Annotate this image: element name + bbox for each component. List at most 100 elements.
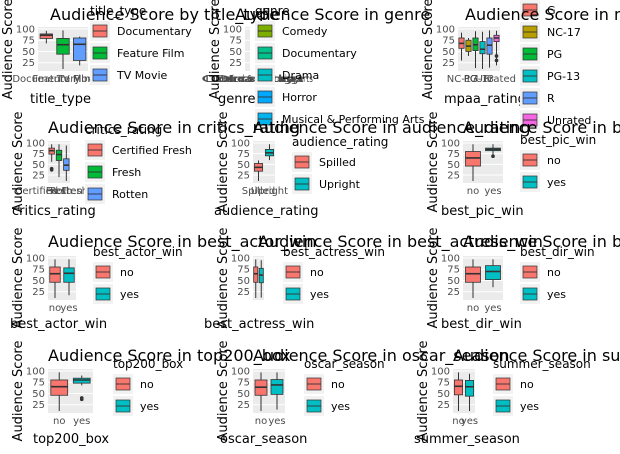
legend-label: yes [547, 288, 566, 301]
y-axis-title: Audience Score [11, 228, 26, 329]
outlier-point [491, 154, 495, 159]
legend-label: Documentary [282, 47, 357, 60]
y-tick-label: 25 [32, 400, 45, 411]
y-tick-label: 50 [442, 47, 455, 58]
legend-label: no [310, 266, 324, 279]
y-tick-label: 25 [229, 58, 242, 69]
outlier-point [79, 397, 84, 402]
legend-label: yes [140, 400, 159, 413]
legend: genre Comedy Documentary Drama Horror Musical… [255, 4, 425, 129]
box-no [453, 379, 464, 396]
y-tick-label: 75 [447, 149, 460, 160]
x-tick-label: TV Movie [56, 74, 103, 85]
box-no [253, 266, 259, 283]
y-tick-label: 75 [447, 265, 460, 276]
y-tick-label: 75 [32, 265, 45, 276]
legend-label: PG [547, 48, 562, 61]
legend-label: Spilled [319, 156, 356, 169]
y-tick-label: 100 [26, 139, 45, 150]
x-tick-label: Comedy [201, 74, 297, 85]
x-tick-label: PG [464, 74, 478, 85]
x-tick-label: Certified Fresh [15, 186, 88, 197]
x-tick-label: yes [484, 186, 501, 197]
legend-label: Horror [282, 91, 317, 104]
y-tick-label: 100 [26, 367, 45, 378]
legend-title: best_actor_win [93, 245, 183, 259]
x-tick-label: NC-17 [447, 74, 478, 85]
panel-background [245, 27, 250, 71]
panel-2: 255075100ComedyDocumentaryDramaHorrorMus… [201, 0, 430, 129]
legend-label: TV Movie [116, 69, 168, 82]
panel-background [253, 141, 275, 183]
x-tick-label: no [49, 303, 61, 314]
legend-label: Upright [319, 178, 361, 191]
y-axis-title: Audience Score [11, 341, 26, 442]
x-axis-title: best_actress_win [204, 317, 314, 332]
y-tick-label: 25 [32, 287, 45, 298]
y-tick-label: 50 [229, 47, 242, 58]
box-yes [464, 380, 475, 397]
y-tick-label: 25 [237, 287, 250, 298]
y-tick-label: 75 [22, 36, 35, 47]
legend-label: Comedy [282, 25, 328, 38]
y-tick-label: 50 [32, 276, 45, 287]
legend-title: audience_rating [292, 135, 388, 149]
y-tick-label: 25 [447, 171, 460, 182]
legend-label: PG-13 [547, 70, 580, 83]
box-tv-movie [73, 37, 87, 61]
y-tick-label: 50 [22, 47, 35, 58]
panel-background [458, 27, 500, 71]
y-axis-title: Audience Score [216, 228, 231, 329]
y-axis-title: Audience Score [426, 112, 441, 213]
legend-label: yes [331, 400, 350, 413]
x-tick-label: yes [484, 303, 501, 314]
x-tick-label: Feature Film [32, 74, 93, 85]
x-tick-label: no [255, 416, 267, 427]
legend-label: yes [547, 176, 566, 189]
y-tick-label: 50 [32, 389, 45, 400]
x-axis-title: summer_season [414, 432, 520, 447]
y-axis-title: Audience Score [421, 0, 436, 99]
x-tick-label: no [467, 303, 479, 314]
y-axis-title: Audience Score [216, 112, 231, 213]
legend-label: no [547, 266, 561, 279]
legend-title: best_actress_win [283, 245, 385, 259]
plot-title: Audience Score in best_pic_win [463, 118, 620, 138]
x-tick-label: Rotten [50, 186, 83, 197]
y-tick-label: 25 [447, 287, 460, 298]
x-axis-title: oscar_season [220, 432, 307, 447]
legend: title_type Documentary Feature Film TV Movi… [90, 4, 192, 85]
y-tick-label: 100 [231, 254, 250, 265]
x-tick-label: R [484, 74, 491, 85]
x-tick-label: yes [73, 416, 90, 427]
x-tick-label: no [467, 186, 479, 197]
x-tick-label: no [452, 416, 464, 427]
legend-label: Drama [282, 69, 319, 82]
y-tick-label: 100 [436, 25, 455, 36]
y-tick-label: 25 [437, 400, 450, 411]
legend-title: best_pic_win [520, 133, 596, 147]
y-tick-label: 25 [237, 400, 250, 411]
y-axis-title: Audience Score [216, 341, 231, 442]
legend-label: no [331, 378, 345, 391]
legend-label: R [547, 92, 555, 105]
y-tick-label: 50 [447, 160, 460, 171]
y-tick-label: 100 [16, 25, 35, 36]
y-tick-label: 100 [441, 254, 460, 265]
plot-title: Audience Score in genre [235, 5, 430, 24]
box-documentary [39, 33, 53, 39]
x-axis-title: critics_rating [12, 204, 96, 219]
x-tick-label: Fresh [46, 186, 73, 197]
x-axis-title: title_type [30, 92, 91, 107]
